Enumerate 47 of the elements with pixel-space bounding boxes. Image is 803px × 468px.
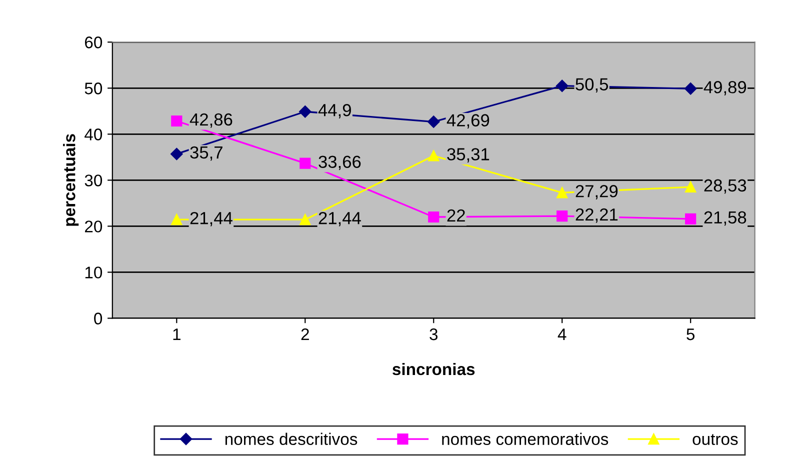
data-label: 44,9 xyxy=(318,104,351,118)
point xyxy=(299,106,312,118)
point xyxy=(171,214,182,226)
y-axis-title: percentuais xyxy=(63,134,79,226)
point xyxy=(556,80,568,92)
point xyxy=(685,213,696,224)
x-tick-label: 4 xyxy=(558,328,566,340)
x-tick-label: 5 xyxy=(686,328,695,340)
point xyxy=(428,150,440,162)
data-label: 35,7 xyxy=(190,146,222,161)
point xyxy=(428,116,440,128)
y-tick-label: 0 xyxy=(94,312,102,324)
y-tick-label: 60 xyxy=(85,36,102,48)
data-label: 21,44 xyxy=(318,212,361,226)
data-label: 27,29 xyxy=(576,185,618,200)
x-axis-title: sincronias xyxy=(392,362,475,376)
legend-label: nomes comemorativos xyxy=(442,432,608,446)
x-tick-label: 2 xyxy=(301,328,309,340)
legend-label: outros xyxy=(692,434,738,446)
y-tick-label: 20 xyxy=(85,220,102,232)
point xyxy=(556,210,568,222)
data-label: 50,5 xyxy=(576,78,608,93)
x-tick-label: 3 xyxy=(430,328,438,340)
y-tick-label: 30 xyxy=(84,174,102,186)
data-label: 42,86 xyxy=(190,113,232,128)
y-tick-label: 50 xyxy=(84,82,102,94)
data-label: 49,89 xyxy=(704,81,746,96)
y-tick-label: 10 xyxy=(85,266,102,278)
data-label: 42,69 xyxy=(446,114,490,128)
x-tick-label: 1 xyxy=(173,328,180,340)
data-label: 21,58 xyxy=(704,211,746,226)
point xyxy=(684,82,697,95)
data-label: 35,31 xyxy=(447,148,490,162)
point xyxy=(170,148,183,160)
y-tick-label: 40 xyxy=(84,128,102,140)
point xyxy=(428,211,440,223)
data-label: 22 xyxy=(447,209,465,222)
legend-label: nomes descritivos xyxy=(225,432,358,446)
data-label: 21,44 xyxy=(190,212,232,226)
data-label: 22,21 xyxy=(576,208,618,223)
point xyxy=(300,214,311,226)
data-label: 28,53 xyxy=(704,179,746,194)
point xyxy=(300,158,311,169)
point xyxy=(556,187,568,198)
data-label: 33,66 xyxy=(318,156,361,170)
point xyxy=(171,115,182,127)
point xyxy=(685,181,696,192)
